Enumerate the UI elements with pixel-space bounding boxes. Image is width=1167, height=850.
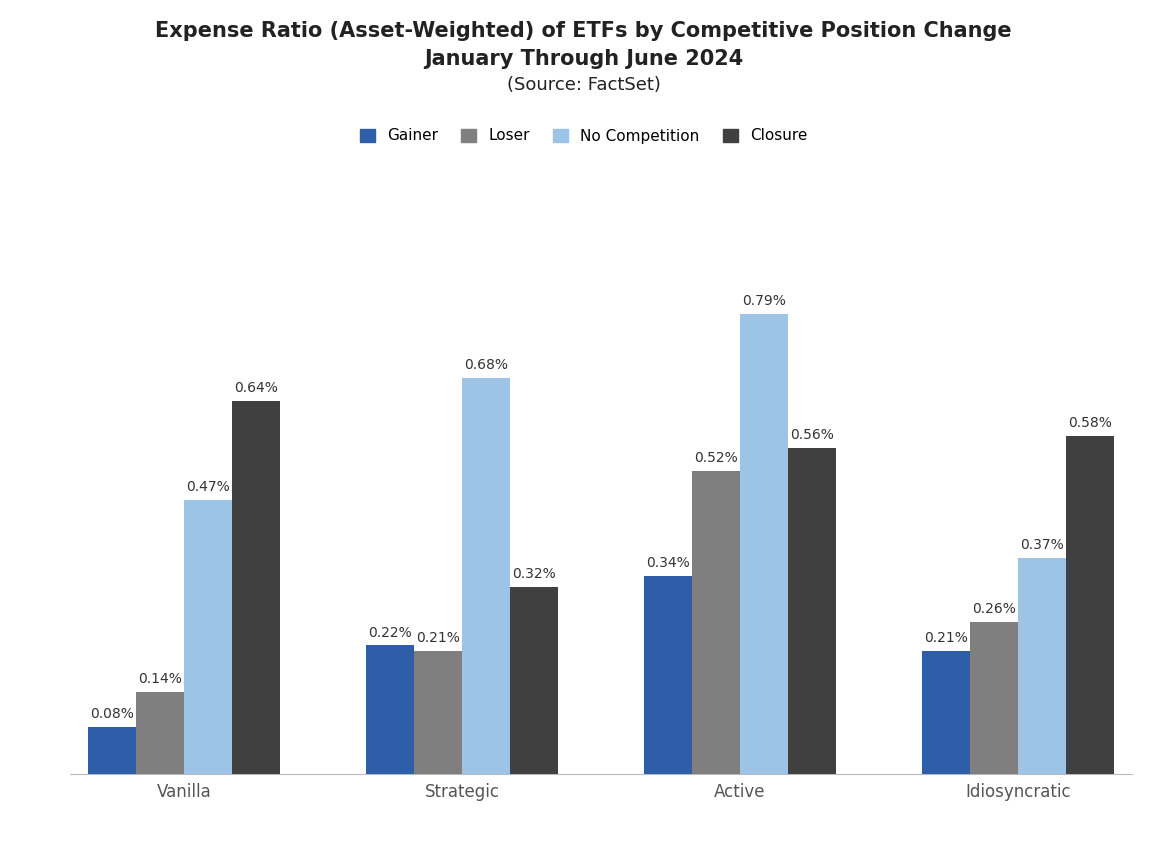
Bar [510, 587, 558, 774]
Text: 0.32%: 0.32% [512, 568, 555, 581]
Text: 0.21%: 0.21% [415, 632, 460, 645]
Bar [644, 575, 692, 774]
Bar [366, 645, 414, 774]
Bar [88, 727, 135, 774]
Text: Expense Ratio (Asset-Weighted) of ETFs by Competitive Position Change: Expense Ratio (Asset-Weighted) of ETFs b… [155, 21, 1012, 42]
Bar [922, 651, 970, 774]
Text: 0.52%: 0.52% [694, 451, 738, 465]
Text: 0.68%: 0.68% [464, 358, 508, 372]
Text: 0.21%: 0.21% [924, 632, 969, 645]
Text: January Through June 2024: January Through June 2024 [424, 49, 743, 70]
Bar [970, 622, 1018, 774]
Text: 0.47%: 0.47% [186, 480, 230, 494]
Bar [414, 651, 462, 774]
Bar [1019, 558, 1067, 774]
Text: 0.22%: 0.22% [368, 626, 412, 640]
Text: 0.58%: 0.58% [1068, 416, 1112, 430]
Text: 0.79%: 0.79% [742, 294, 787, 308]
Bar [692, 471, 740, 774]
Bar [1067, 436, 1114, 774]
Text: 0.26%: 0.26% [972, 603, 1016, 616]
Bar [740, 314, 788, 774]
Legend: Gainer, Loser, No Competition, Closure: Gainer, Loser, No Competition, Closure [354, 122, 813, 150]
Text: 0.37%: 0.37% [1020, 538, 1064, 552]
Bar [184, 500, 232, 774]
Text: 0.34%: 0.34% [647, 556, 690, 570]
Text: 0.14%: 0.14% [138, 672, 182, 686]
Bar [788, 448, 837, 774]
Bar [232, 401, 280, 774]
Bar [135, 692, 184, 774]
Text: (Source: FactSet): (Source: FactSet) [506, 76, 661, 94]
Text: 0.08%: 0.08% [90, 707, 134, 721]
Bar [462, 377, 510, 774]
Text: 0.56%: 0.56% [790, 428, 834, 442]
Text: 0.64%: 0.64% [233, 381, 278, 395]
